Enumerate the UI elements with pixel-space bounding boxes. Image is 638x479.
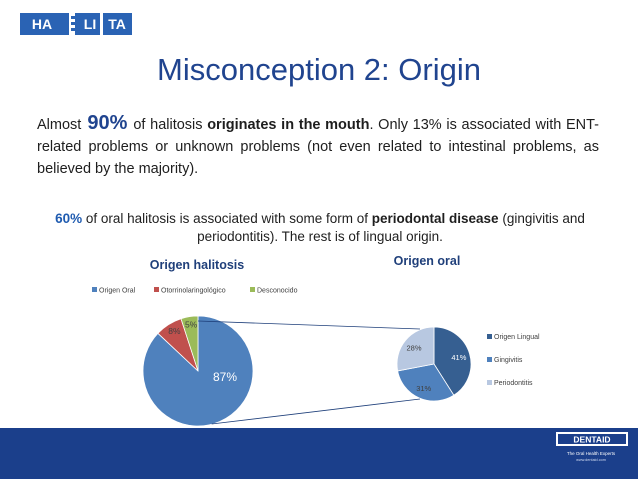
p1-pre: Almost: [37, 117, 82, 133]
pie1-slice: [180, 315, 199, 372]
pie1-legend-swatch: [250, 287, 255, 292]
dentaid-brand: DENTAID: [573, 435, 610, 445]
logo-part-2: LI: [84, 16, 96, 32]
dentaid-url: www.dentaid.com: [576, 458, 606, 462]
pie1-data-label: 87%: [213, 370, 237, 384]
dentaid-logo: DENTAID: [556, 432, 628, 468]
pie2-data-label: 41%: [451, 353, 466, 362]
pie1-legend-label: Otorrinolaringológico: [161, 288, 226, 295]
pie2-slice: [396, 326, 435, 372]
pie2-legend-swatch: [487, 334, 492, 339]
p1-big-percent: 90%: [87, 112, 128, 134]
pie1-legend-swatch: [92, 287, 97, 292]
pie2-data-label: 31%: [416, 384, 431, 393]
p2-percent: 60%: [55, 211, 83, 226]
p1-bold: originates in the mouth: [207, 117, 370, 133]
p2-post: (gingivitis and periodontitis). The rest…: [197, 211, 585, 244]
slide-title: Misconception 2: Origin: [157, 52, 481, 87]
logo-part-3: TA: [108, 16, 126, 32]
p2-mid: of oral halitosis is associated with som…: [85, 211, 369, 226]
p1-mid: of halitosis: [133, 117, 203, 133]
pie2-data-label: 28%: [406, 344, 421, 353]
pie2-legend-label: Periodontitis: [494, 380, 533, 387]
pie1-legend-swatch: [154, 287, 159, 292]
pie-connector-line: [211, 398, 421, 425]
pie1-legend-label: Desconocido: [257, 288, 298, 295]
pie2-legend-label: Origen Lingual: [494, 334, 540, 341]
logo-part-1: HA: [32, 16, 52, 32]
pie2-slice: [397, 363, 455, 402]
pie1-legend-label: Origen Oral: [99, 288, 136, 295]
p1-post: . Only 13% is associated with ENT-relate…: [37, 117, 599, 177]
pie2-legend-swatch: [487, 357, 492, 362]
p2-bold: periodontal disease: [371, 211, 499, 226]
intro-paragraph: Almost 90% of halitosis originates in the …: [37, 112, 599, 180]
dentaid-tagline: The Oral Health Experts: [566, 451, 616, 456]
footer-bar: [0, 428, 638, 479]
pie1-data-label: 8%: [168, 326, 181, 336]
charts-area: Origen halitosis Origen Oral Otorrinolarin…: [92, 254, 540, 427]
pie2-title: Origen oral: [394, 254, 461, 268]
pie2-legend-label: Gingivitis: [494, 357, 523, 364]
pie1-data-label: 5%: [185, 320, 198, 330]
pie-connector-line: [197, 320, 421, 330]
pie2-legend-swatch: [487, 380, 492, 385]
halita-logo: HA LI TA: [20, 13, 132, 35]
oral-halitosis-paragraph: 60% of oral halitosis is associated with…: [40, 210, 600, 246]
pie1-title: Origen halitosis: [150, 258, 245, 272]
